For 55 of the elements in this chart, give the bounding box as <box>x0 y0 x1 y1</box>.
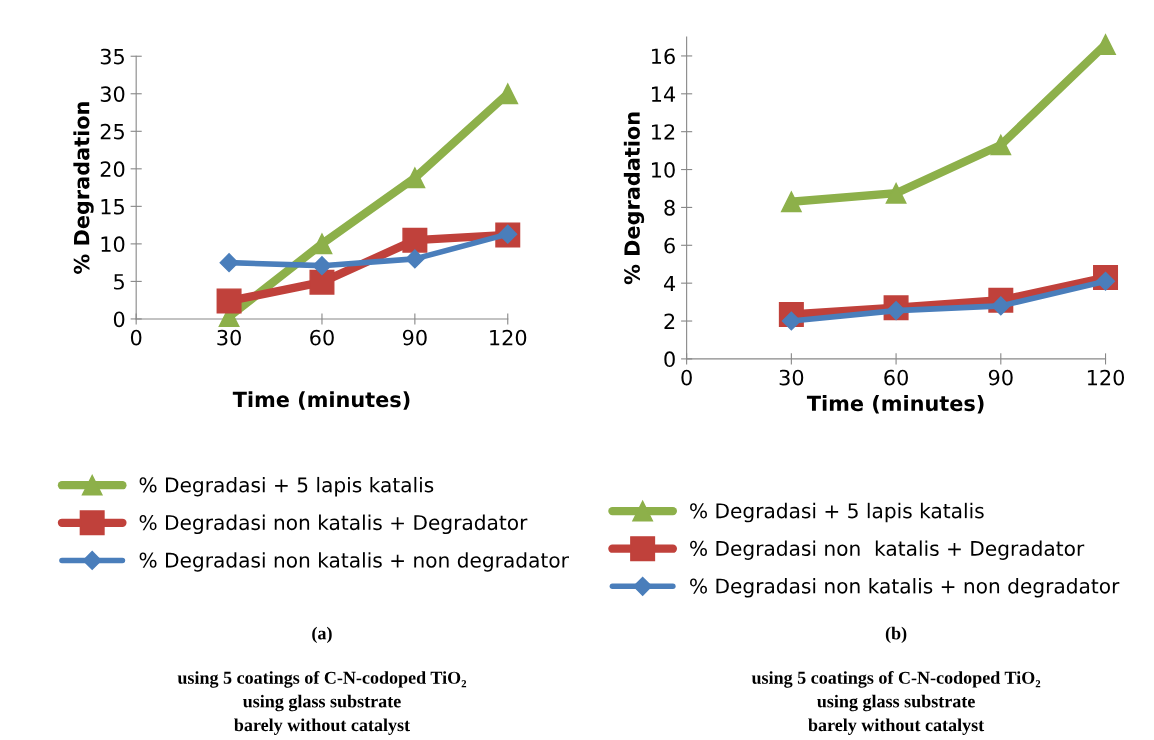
x-tick-label: 60 <box>310 329 334 346</box>
text: using 5 coatings of C-N-codoped TiO₂ <box>751 670 1041 688</box>
y-tick-label: 12 <box>651 124 675 140</box>
y-tick-label: 14 <box>651 86 676 102</box>
text: barely without catalyst <box>808 718 985 735</box>
legend-label: % Degradasi non katalis + non degradator <box>139 552 569 572</box>
legend-label: % Degradasi non katalis + Degradator <box>139 514 528 535</box>
y-tick-label: 10 <box>101 236 125 253</box>
y-tick-label: 10 <box>651 162 675 178</box>
text: barely without catalyst <box>234 718 410 735</box>
y-tick-label: 35 <box>100 48 124 65</box>
y-tick-label: 25 <box>100 123 124 140</box>
text: (b) <box>885 626 907 644</box>
x-tick-label: 0 <box>681 369 692 386</box>
y-tick-label: 0 <box>113 311 125 328</box>
x-tick-label: 90 <box>988 369 1013 386</box>
point <box>309 269 335 295</box>
y-tick-label: 4 <box>663 275 676 292</box>
x-tick-label: 30 <box>779 369 804 386</box>
x-tick-label: 120 <box>490 329 527 346</box>
y-tick-label: 8 <box>664 199 675 216</box>
point <box>216 288 242 314</box>
y-tick-label: 0 <box>664 351 675 368</box>
x-tick-label: 60 <box>884 369 908 386</box>
text: using glass substrate <box>817 694 975 712</box>
y-tick-label: 30 <box>100 86 125 102</box>
y-tick-label: 6 <box>664 237 675 254</box>
y-tick-label: 5 <box>114 274 124 290</box>
y-tick-label: 15 <box>101 199 124 215</box>
x-tick-label: 90 <box>402 329 427 346</box>
x-tick-label: 30 <box>217 329 241 346</box>
point <box>780 191 802 213</box>
legend-label: % Degradasi non katalis + Degradator <box>690 540 1085 560</box>
point <box>404 167 426 189</box>
legend-label: % Degradasi + 5 lapis katalis <box>690 502 984 523</box>
y-axis-title: % Degradation <box>73 102 94 274</box>
y-tick-label: 2 <box>664 313 675 329</box>
point <box>990 134 1012 156</box>
x-axis-title: Time (minutes) <box>232 391 410 410</box>
x-tick-label: 0 <box>130 329 142 346</box>
y-axis-title: % Degradation <box>623 112 645 285</box>
text: (a) <box>312 626 332 644</box>
point <box>405 249 425 269</box>
point <box>885 182 907 204</box>
legend-label: % Degradasi + 5 lapis katalis <box>139 476 434 497</box>
y-tick-label: 16 <box>651 48 675 65</box>
point <box>402 227 428 253</box>
point <box>312 256 332 276</box>
text: using 5 coatings of C-N-codoped TiO₂ <box>177 670 467 688</box>
x-axis-title: Time (minutes) <box>806 395 984 414</box>
point <box>219 253 239 273</box>
legend-label: % Degradasi non katalis + non degradator <box>690 578 1120 598</box>
y-tick-label: 20 <box>100 161 125 178</box>
text: using glass substrate <box>242 694 401 712</box>
x-tick-label: 120 <box>1087 369 1125 386</box>
